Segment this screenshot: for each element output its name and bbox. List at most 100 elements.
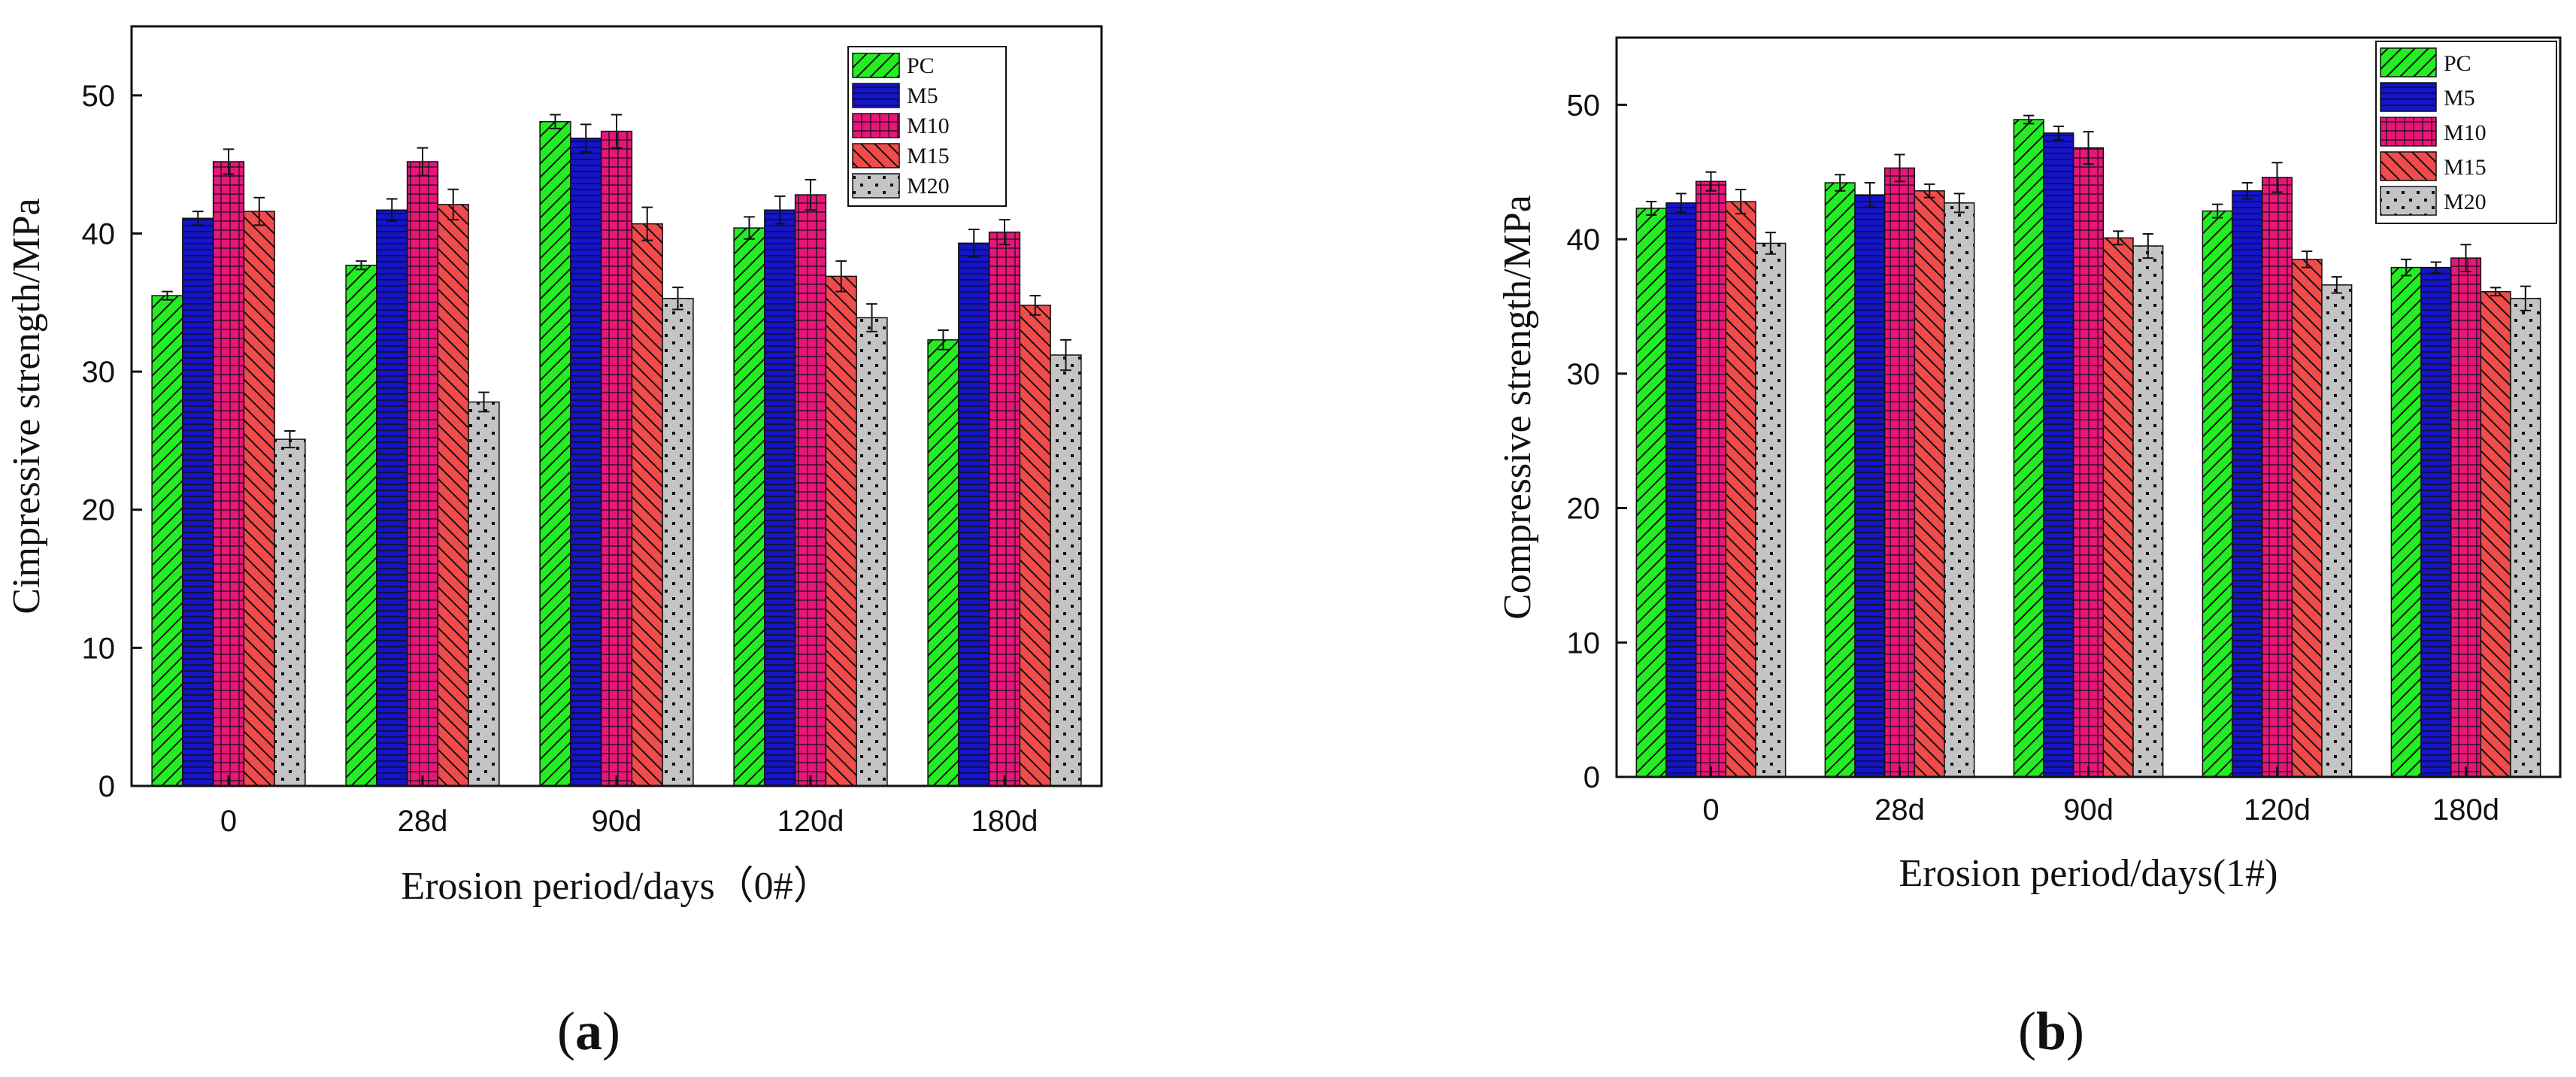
bar-M5-180d <box>2420 266 2452 778</box>
error-bar-M20-28d <box>478 391 489 413</box>
bar-M15-90d <box>631 223 663 787</box>
y-tick-label: 10 <box>82 632 116 665</box>
x-tick-label: 120d <box>2244 793 2311 827</box>
error-bar-PC-90d <box>550 114 561 129</box>
bar-PC-180d <box>927 339 959 787</box>
error-bar-M15-0 <box>253 196 265 226</box>
bar-PC-120d <box>2202 210 2233 778</box>
bar-M15-120d <box>2291 259 2323 778</box>
error-bar-M10-0 <box>223 148 235 175</box>
bar-M5-0 <box>1665 202 1697 778</box>
error-bar-M10-0 <box>1705 171 1717 192</box>
error-bar-M20-90d <box>672 287 683 311</box>
bar-M15-0 <box>1725 201 1756 778</box>
x-tick-label: 90d <box>2063 793 2114 827</box>
bar-PC-0 <box>151 295 183 787</box>
bar-M15-0 <box>243 211 275 787</box>
legend-swatch-M20 <box>2380 186 2437 216</box>
legend-swatch-M15 <box>852 143 900 168</box>
legend-label-M5: M5 <box>907 83 938 108</box>
bar-M20-90d <box>662 298 694 787</box>
bar-PC-120d <box>733 227 765 787</box>
bar-M10-120d <box>2261 177 2293 778</box>
bar-M20-90d <box>2132 245 2164 778</box>
bar-M20-180d <box>2510 297 2541 778</box>
legend-label-PC: PC <box>2444 51 2471 76</box>
bar-PC-28d <box>1824 182 1856 778</box>
error-bar-M5-0 <box>1675 193 1687 214</box>
legend-swatch-M20 <box>852 173 900 199</box>
bar-M15-120d <box>825 275 857 787</box>
legend-label-M20: M20 <box>907 174 950 199</box>
y-tick-label: 40 <box>82 217 116 250</box>
y-tick-label: 0 <box>98 770 115 803</box>
bar-PC-90d <box>539 120 571 787</box>
bar-M15-90d <box>2102 237 2134 778</box>
legend: PC M5 M10 M15 M20 <box>2375 41 2557 224</box>
legend-label-M15: M15 <box>2444 155 2487 180</box>
legend-label-M15: M15 <box>907 144 950 168</box>
error-bar-PC-28d <box>1835 174 1846 192</box>
bar-M5-0 <box>182 217 214 787</box>
legend-label-M10: M10 <box>2444 120 2487 145</box>
error-bar-PC-90d <box>2023 114 2035 125</box>
legend-swatch-M5 <box>852 83 900 108</box>
error-bar-M15-120d <box>835 260 847 293</box>
error-bar-PC-0 <box>1646 201 1657 216</box>
error-bar-PC-180d <box>2401 258 2412 277</box>
legend-swatch-M15 <box>2380 151 2437 181</box>
bar-M20-180d <box>1050 354 1082 787</box>
error-bar-M15-90d <box>641 206 653 241</box>
error-bar-M20-28d <box>1953 193 1965 214</box>
bar-M10-28d <box>1884 167 1916 778</box>
error-bar-M20-120d <box>866 303 877 332</box>
error-bar-M10-28d <box>1894 153 1905 183</box>
x-tick-label: 0 <box>220 805 237 838</box>
bar-M10-180d <box>2450 257 2482 778</box>
bar-M10-120d <box>794 194 827 787</box>
error-bar-M10-180d <box>999 219 1011 246</box>
error-bar-M5-90d <box>580 123 592 153</box>
error-bar-M5-0 <box>192 211 204 226</box>
y-tick-label: 10 <box>1567 626 1601 660</box>
error-bar-PC-120d <box>744 216 755 240</box>
x-tick-label: 28d <box>398 805 448 838</box>
bar-M15-28d <box>1914 190 1945 778</box>
bar-PC-180d <box>2390 266 2422 778</box>
legend-label-M10: M10 <box>907 114 950 138</box>
y-tick-label: 50 <box>82 80 116 113</box>
x-tick-label: 0 <box>1702 793 1719 827</box>
error-bar-M10-90d <box>2083 131 2094 165</box>
x-tick-label: 28d <box>1874 793 1925 827</box>
chart-panel-a: 0 10 20 30 40 50 0 28d 90d 120d 180d Erosion period… <box>5 25 1103 1061</box>
error-bar-M10-120d <box>2271 162 2283 193</box>
legend-label-M5: M5 <box>2444 86 2475 111</box>
bar-M10-180d <box>988 231 1021 787</box>
error-bar-PC-28d <box>356 260 367 271</box>
error-bar-M10-120d <box>805 178 817 211</box>
y-tick-label: 20 <box>82 494 116 527</box>
error-bar-M20-120d <box>2331 276 2342 294</box>
legend-swatch-M10 <box>2380 117 2437 147</box>
legend: PC M5 M10 M15 M20 <box>847 46 1007 207</box>
error-bar-M5-28d <box>1864 182 1875 208</box>
x-tick-label: 180d <box>2432 793 2499 827</box>
bar-M15-180d <box>2480 291 2511 778</box>
error-bar-M5-90d <box>2053 125 2064 141</box>
y-tick-label: 50 <box>1567 89 1601 122</box>
error-bar-M5-120d <box>774 195 786 225</box>
bar-M15-28d <box>437 204 469 787</box>
x-tick-label: 180d <box>971 805 1038 838</box>
error-bar-M5-28d <box>386 198 398 222</box>
y-tick-label: 30 <box>1567 358 1601 391</box>
x-axis-title: Erosion period/days（0#） <box>401 865 832 908</box>
legend-label-PC: PC <box>907 53 935 78</box>
error-bar-M15-28d <box>447 188 459 221</box>
x-tick-label: 90d <box>592 805 642 838</box>
error-bar-M20-180d <box>1060 338 1071 372</box>
error-bar-M5-180d <box>968 228 980 258</box>
error-bar-M5-120d <box>2241 182 2253 200</box>
error-bar-M10-28d <box>417 147 429 177</box>
legend-swatch-M5 <box>2380 82 2437 112</box>
bar-M20-0 <box>1755 242 1787 778</box>
